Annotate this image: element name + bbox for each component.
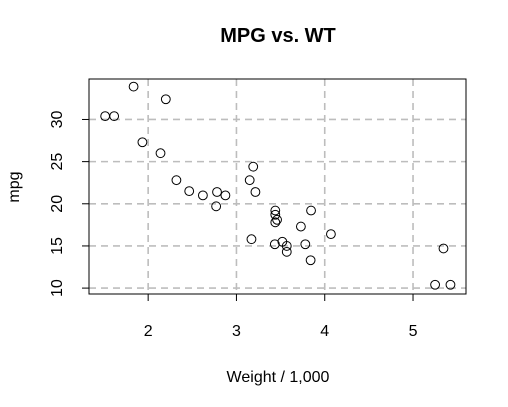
data-point <box>438 243 449 254</box>
y-tick-label: 15 <box>49 237 66 255</box>
data-point <box>300 239 311 250</box>
y-axis: 10 15 20 25 30 <box>49 110 89 297</box>
data-point <box>160 94 171 105</box>
x-tick-label: 5 <box>409 323 418 340</box>
data-point <box>248 161 259 172</box>
plot-frame <box>88 78 467 295</box>
data-point <box>197 190 208 201</box>
data-point <box>246 234 257 245</box>
data-points <box>100 81 456 290</box>
x-axis-label: Weight / 1,000 <box>227 369 330 386</box>
data-point <box>220 190 231 201</box>
data-point <box>270 209 281 220</box>
data-point <box>305 255 316 266</box>
data-point <box>137 137 148 148</box>
data-point <box>430 279 440 290</box>
data-point <box>100 111 111 121</box>
data-point <box>270 205 281 216</box>
x-tick-label: 2 <box>144 323 153 340</box>
y-tick-label: 30 <box>49 110 66 128</box>
x-tick-label: 3 <box>232 323 241 340</box>
chart-title: MPG vs. WT <box>220 25 336 47</box>
data-point <box>272 214 282 225</box>
y-axis-label: mpg <box>6 171 23 202</box>
data-point <box>270 217 281 228</box>
data-point <box>269 239 280 250</box>
data-point <box>281 241 292 251</box>
data-point <box>250 187 261 197</box>
data-point <box>244 175 255 186</box>
data-point <box>326 229 336 240</box>
data-point <box>281 246 292 257</box>
data-point <box>212 187 222 197</box>
y-tick-label: 25 <box>49 153 66 171</box>
data-point <box>128 81 139 92</box>
y-tick-label: 10 <box>49 279 66 297</box>
x-axis: 2 3 4 5 <box>144 294 418 340</box>
data-point <box>445 279 456 290</box>
data-point <box>155 148 166 159</box>
data-point <box>295 221 306 232</box>
data-point <box>171 175 182 186</box>
data-point <box>184 186 195 197</box>
y-tick-label: 20 <box>49 195 66 213</box>
x-tick-label: 4 <box>320 323 329 340</box>
grid-lines <box>89 79 466 294</box>
data-point <box>211 201 222 212</box>
data-point <box>306 205 316 216</box>
